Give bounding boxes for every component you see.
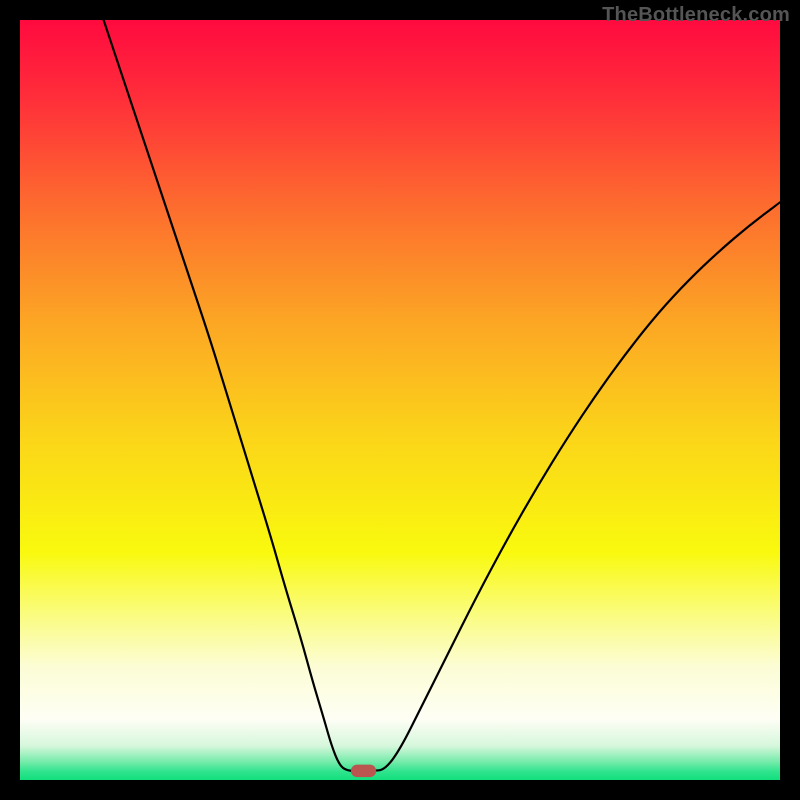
bottleneck-chart bbox=[0, 0, 800, 800]
watermark-text: TheBottleneck.com bbox=[602, 4, 790, 27]
plot-background bbox=[20, 20, 780, 780]
chart-container: TheBottleneck.com bbox=[0, 0, 800, 800]
optimum-marker bbox=[351, 765, 375, 776]
